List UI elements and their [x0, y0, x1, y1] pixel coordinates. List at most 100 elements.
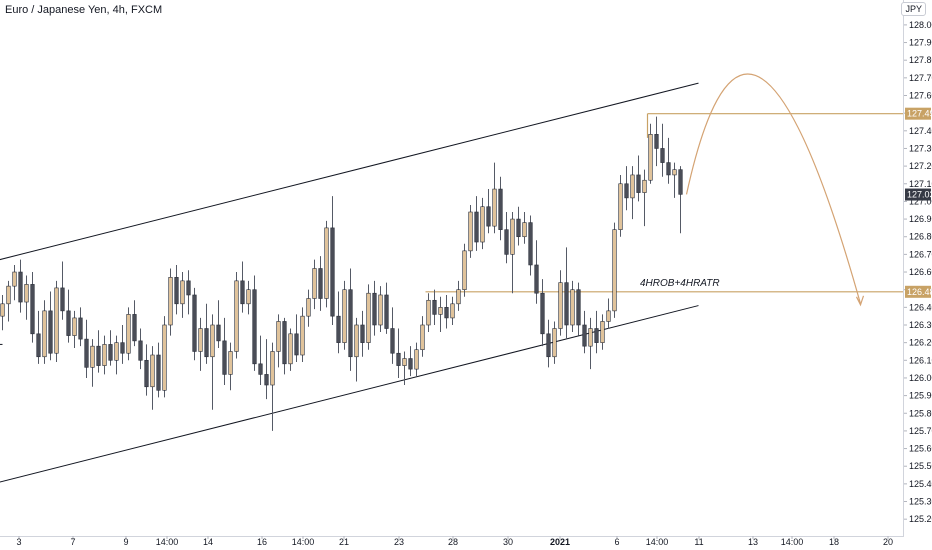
candle	[150, 346, 155, 410]
candle-body-bullish	[306, 298, 311, 317]
candle-body-bullish	[492, 188, 497, 227]
candle	[96, 330, 101, 373]
candle	[594, 310, 599, 354]
price-tag-current-label: 127.039	[907, 190, 932, 200]
x-tick-label: 14:00	[156, 537, 179, 547]
currency-badge[interactable]: JPY	[901, 2, 926, 16]
candle-body-bearish	[330, 227, 335, 317]
x-tick-label: 28	[448, 537, 458, 547]
price-axis[interactable]: 125.200 125.300 125.400 125.500 125.600 125.7…	[904, 20, 932, 524]
candle-body-bullish	[342, 289, 347, 343]
y-tick-label: 126.300	[909, 320, 932, 330]
candle	[120, 324, 125, 364]
candle	[366, 284, 371, 350]
candle	[564, 247, 569, 340]
candle	[90, 339, 95, 387]
candle	[450, 296, 455, 325]
x-tick-label: 13	[748, 537, 758, 547]
candle	[654, 116, 659, 167]
candle-body-bearish	[204, 328, 209, 358]
candle-body-bullish	[168, 277, 173, 326]
candle	[318, 256, 323, 311]
candle-body-bullish	[414, 349, 419, 370]
candle	[84, 319, 89, 378]
candle	[504, 212, 509, 264]
candle	[258, 335, 263, 386]
candle-body-bullish	[234, 280, 239, 352]
candle	[354, 317, 359, 382]
candle	[264, 339, 269, 400]
candle	[180, 272, 185, 318]
candle	[432, 289, 437, 325]
annotations: 4HROB+4HRATR	[640, 278, 720, 289]
candle	[558, 270, 563, 336]
candle	[474, 196, 479, 251]
candle-body-bullish	[558, 282, 563, 329]
x-tick-label: 6	[614, 537, 619, 547]
candle-body-bullish	[612, 229, 617, 312]
candle	[420, 316, 425, 357]
candle	[246, 280, 251, 315]
y-tick-label: 125.700	[909, 426, 932, 436]
candle	[576, 282, 581, 336]
candle-body-bullish	[630, 174, 635, 199]
candle-body-bearish	[516, 218, 521, 238]
candle-body-bullish	[54, 287, 59, 354]
candle	[114, 335, 119, 375]
price-tag-current: 127.039	[905, 188, 932, 201]
y-tick-label: 125.500	[909, 461, 932, 471]
candle	[222, 317, 227, 386]
candle	[306, 289, 311, 327]
y-tick-label: 125.200	[909, 514, 932, 524]
candle	[240, 261, 245, 313]
candle-body-bullish	[12, 271, 17, 287]
candle	[18, 259, 23, 313]
candle-body-bearish	[432, 299, 437, 315]
y-tick-label: 128.000	[909, 20, 932, 30]
candle	[438, 296, 443, 333]
y-tick-label: 126.900	[909, 214, 932, 224]
candle	[156, 342, 161, 398]
candle-body-bearish	[384, 294, 389, 329]
y-tick-label: 125.900	[909, 391, 932, 401]
candle	[612, 222, 617, 318]
time-axis[interactable]: 3 7 9 14:00 14 16 14:00 21 23 28 30 2021 6 14:00 11 13 1…	[16, 536, 893, 547]
candles	[0, 116, 683, 431]
candle-body-bullish	[288, 333, 293, 365]
candle-body-bullish	[378, 294, 383, 326]
candle-body-bullish	[648, 134, 653, 181]
candle	[414, 342, 419, 377]
candle-body-bullish	[480, 206, 485, 243]
candle	[540, 279, 545, 347]
candle-body-bearish	[666, 162, 671, 176]
candle-body-bullish	[462, 250, 467, 290]
y-tick-label: 125.400	[909, 479, 932, 489]
y-tick-label: 127.900	[909, 38, 932, 48]
candle-body-bearish	[576, 289, 581, 326]
candle-body-bearish	[528, 222, 533, 266]
candle	[456, 280, 461, 311]
candle	[162, 316, 167, 398]
candle-body-bullish	[162, 324, 167, 391]
candle	[582, 310, 587, 354]
candle	[198, 317, 203, 371]
candle-body-bullish	[672, 169, 677, 176]
candle	[630, 166, 635, 220]
candle-body-bullish	[210, 324, 215, 358]
y-tick-label: 126.600	[909, 267, 932, 277]
candle-body-bearish	[18, 271, 23, 303]
candle	[510, 212, 515, 294]
candle	[174, 264, 179, 315]
candle-body-bullish	[24, 284, 29, 303]
candle-body-bearish	[66, 310, 71, 336]
candle-body-bearish	[678, 169, 683, 195]
candle	[66, 289, 71, 343]
x-tick-label: 9	[123, 537, 128, 547]
y-tick-label: 125.800	[909, 408, 932, 418]
price-tag-resistance: 127.497	[905, 107, 932, 120]
x-tick-label: 23	[394, 537, 404, 547]
candle	[672, 162, 677, 198]
y-tick-label: 125.300	[909, 497, 932, 507]
candle-body-bearish	[390, 328, 395, 354]
